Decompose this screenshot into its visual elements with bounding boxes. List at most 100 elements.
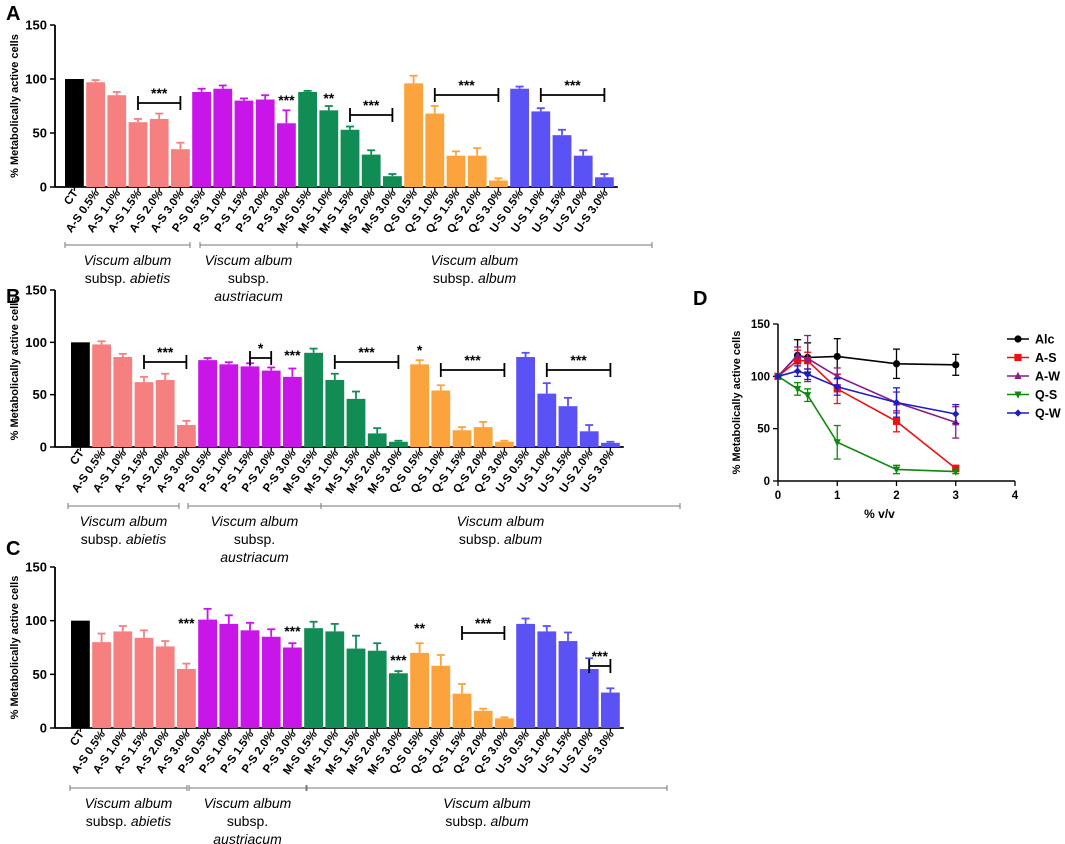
x-tick-label: CT <box>68 729 87 748</box>
group-subspecies-name: album <box>491 813 529 829</box>
data-point <box>1014 353 1022 362</box>
group-subspecies-prefix: subsp. <box>459 531 504 547</box>
bar <box>86 82 105 187</box>
group-name: Viscum album <box>431 252 519 268</box>
x-tick-label: 3 <box>953 490 959 502</box>
data-point <box>1014 335 1022 343</box>
bar <box>346 648 366 728</box>
bar <box>277 123 296 187</box>
bar <box>261 370 281 447</box>
bar <box>579 431 599 447</box>
data-point <box>952 464 960 473</box>
bar <box>558 641 578 728</box>
significance-label: *** <box>390 652 407 668</box>
y-axis-label: % Metabolically active cells <box>9 297 21 441</box>
y-axis-label: % Metabolically active cells <box>731 331 743 475</box>
bar <box>71 620 90 728</box>
series-line-q-w <box>777 370 956 415</box>
bar <box>319 110 339 187</box>
data-point <box>952 410 960 418</box>
group-name: Viscum album <box>211 513 299 529</box>
bar <box>595 177 614 187</box>
data-point <box>952 468 960 476</box>
bar <box>383 176 402 187</box>
x-axis-label: % v/v <box>864 507 895 521</box>
y-tick-label: 0 <box>40 180 47 195</box>
data-point <box>1014 409 1022 417</box>
group-subspecies: subsp. <box>234 531 275 547</box>
group-subspecies: subsp. <box>227 813 268 829</box>
legend-label: Q-W <box>1035 407 1061 421</box>
y-tick-label: 0 <box>40 440 47 455</box>
y-tick-label: 50 <box>757 424 770 436</box>
panel-d-line-chart: 0 50 100 150 0 1 2 3 4 % Metabolically active cel… <box>731 319 1061 521</box>
bar <box>537 393 557 447</box>
group-subspecies-prefix: subsp. <box>85 270 130 286</box>
bar <box>361 154 381 187</box>
data-point <box>892 398 901 407</box>
data-point <box>833 439 841 447</box>
bar <box>149 118 169 187</box>
group-subspecies: subsp. abietis <box>85 270 171 286</box>
bar <box>452 693 472 728</box>
bar <box>340 129 360 187</box>
bar <box>92 642 111 728</box>
bar <box>240 366 260 447</box>
bar <box>573 155 593 187</box>
bar <box>113 631 133 728</box>
y-tick-label: 50 <box>33 667 47 682</box>
data-point <box>793 367 802 375</box>
significance-label: ** <box>323 90 334 106</box>
y-tick-label: 150 <box>25 18 47 33</box>
bar <box>283 647 302 728</box>
bar <box>325 631 345 728</box>
bar <box>134 382 154 447</box>
bar <box>516 623 535 728</box>
bar <box>92 344 111 447</box>
data-point <box>774 372 782 380</box>
group-subspecies-prefix: subsp. <box>445 813 490 829</box>
y-axis-label: % Metabolically active cells <box>9 34 21 178</box>
bar <box>128 122 148 187</box>
data-point <box>804 392 812 400</box>
bar <box>467 155 487 187</box>
bar <box>473 427 493 447</box>
y-tick-label: 100 <box>25 613 47 628</box>
group-subspecies-name: album <box>504 531 542 547</box>
bar <box>255 99 275 187</box>
series-line-a-s <box>777 359 957 470</box>
data-point <box>892 360 901 368</box>
bar <box>552 135 572 187</box>
bar <box>198 360 217 447</box>
bar <box>452 430 472 447</box>
significance-label: *** <box>178 615 195 631</box>
bar <box>601 692 620 728</box>
y-tick-label: 150 <box>751 319 770 331</box>
bar <box>219 364 239 447</box>
bar <box>558 406 578 447</box>
data-point <box>833 372 841 380</box>
legend-label: Alc <box>1035 333 1055 347</box>
series-line-q-s <box>777 375 956 473</box>
bar <box>240 630 260 728</box>
x-tick-label: 1 <box>834 490 841 502</box>
group-subspecies-name: abietis <box>130 270 170 286</box>
bar <box>425 113 445 187</box>
group-name: Viscum album <box>85 795 173 811</box>
group-subspecies: subsp. album <box>445 813 529 829</box>
bar <box>346 398 366 447</box>
panel-label-b: B <box>6 286 20 308</box>
bar <box>213 88 233 187</box>
group-name: Viscum album <box>205 252 293 268</box>
group-name: Viscum album <box>443 795 531 811</box>
significance-label: * <box>258 340 264 356</box>
significance-label: *** <box>475 615 492 631</box>
significance-label: *** <box>358 344 375 360</box>
legend-label: Q-S <box>1035 388 1057 402</box>
group-subspecies: subsp. abietis <box>81 531 167 547</box>
bar <box>431 390 451 447</box>
data-point <box>804 370 812 378</box>
group-subspecies-prefix: subsp. <box>81 531 126 547</box>
y-tick-label: 100 <box>751 371 770 383</box>
